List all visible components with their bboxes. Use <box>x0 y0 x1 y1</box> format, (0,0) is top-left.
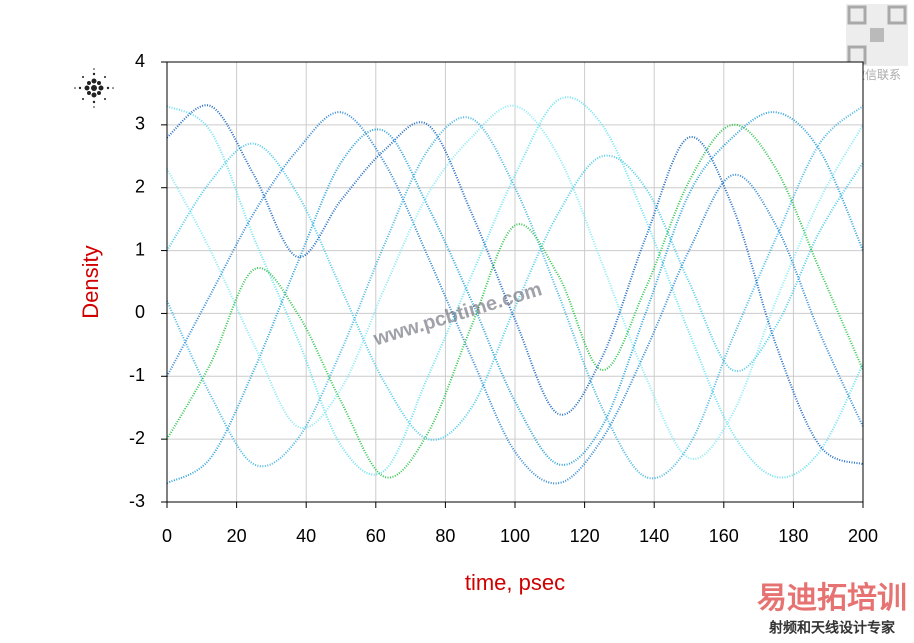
qr-caption: 微信联系 <box>853 68 901 82</box>
x-tick-label: 200 <box>848 526 878 546</box>
x-axis-label: time, psec <box>465 570 565 595</box>
y-tick-label: 2 <box>135 176 145 196</box>
x-tick-label: 100 <box>500 526 530 546</box>
trace <box>166 105 864 480</box>
x-tick-label: 120 <box>570 526 600 546</box>
x-tick-label: 0 <box>162 526 172 546</box>
trace <box>166 104 864 466</box>
x-tick-label: 20 <box>227 526 247 546</box>
y-tick-label: 3 <box>135 114 145 134</box>
y-tick-label: 0 <box>135 302 145 322</box>
brand: 易迪拓培训 <box>757 581 907 615</box>
y-tick-label: -3 <box>129 491 145 511</box>
plot-area: 0 20 40 60 80 100 120 140 160 180 200 -3 -2 -1 0 1 2 3 4 <box>129 51 878 546</box>
trace <box>166 123 864 479</box>
trace <box>166 104 864 460</box>
y-tick-label: 4 <box>135 51 145 71</box>
y-tick-label: 1 <box>135 239 145 259</box>
x-tick-label: 160 <box>709 526 739 546</box>
x-tick-label: 140 <box>639 526 669 546</box>
trace <box>166 96 864 479</box>
slogan: 射频和天线设计专家 <box>768 620 896 636</box>
y-tick-label: -2 <box>129 428 145 448</box>
plot-frame <box>166 61 864 503</box>
x-tick-label: 80 <box>435 526 455 546</box>
y-axis-label: Density <box>78 245 103 318</box>
x-tick-label: 180 <box>778 526 808 546</box>
qr-code <box>846 4 908 66</box>
x-tick-label: 60 <box>366 526 386 546</box>
y-tick-label: -1 <box>129 365 145 385</box>
x-tick-label: 40 <box>296 526 316 546</box>
logo <box>74 68 114 108</box>
